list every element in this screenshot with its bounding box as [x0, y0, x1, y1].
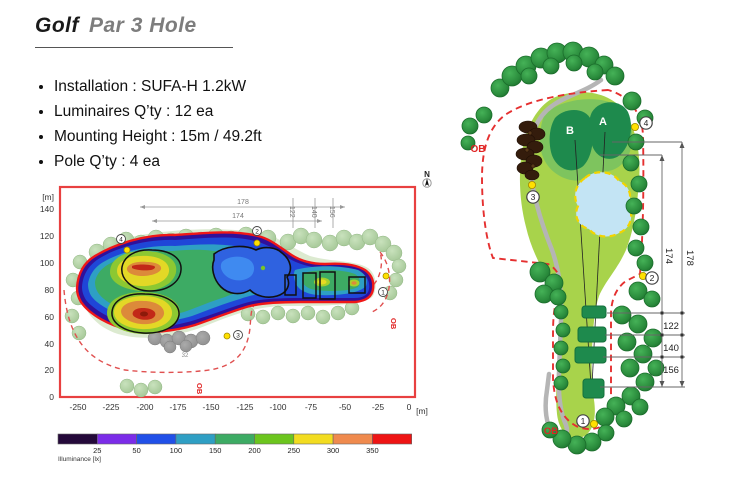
- ob-line-chart: [63, 251, 383, 374]
- water-hazard: [574, 171, 633, 238]
- spec-mounting-height: Mounting Height : 15m / 49.2ft: [54, 124, 262, 149]
- x-tick: -150: [202, 402, 219, 412]
- course-dim-122: 122: [663, 321, 679, 332]
- y-tick: 40: [45, 339, 55, 349]
- course-diagram: B A: [460, 41, 695, 455]
- ob-label-course-bottom: OB: [544, 426, 558, 437]
- x-tick: -250: [69, 402, 86, 412]
- dim-156: 156: [328, 206, 335, 218]
- x-tick: -25: [372, 402, 385, 412]
- tree-cluster-gray: [147, 330, 211, 354]
- chart-marker-4: 4: [119, 237, 123, 244]
- spec-list: Installation : SUFA-H 1.2kW Luminaires Q…: [38, 74, 262, 174]
- course-dim-174: 174: [663, 248, 674, 264]
- title-word-golf: Golf: [35, 14, 79, 37]
- spec-pole-qty: Pole Q’ty : 4 ea: [54, 149, 262, 174]
- svg-text:200: 200: [248, 446, 261, 455]
- ob-line-course: [481, 89, 645, 430]
- ob-line-chart-right: [371, 251, 391, 313]
- ob-label-chart-right: OB: [389, 318, 398, 330]
- green-a: [589, 102, 632, 159]
- course-marker-4: 4: [644, 118, 649, 128]
- chart-dimensions: 178 174 122 140 156: [140, 198, 345, 228]
- course-dim-140: 140: [663, 343, 679, 354]
- green-outline-lower: [111, 293, 180, 334]
- course-dimensions: 174 178 122 140 156: [600, 141, 695, 388]
- chart-marker-1: 1: [381, 290, 385, 297]
- tee-outlines: [284, 271, 366, 300]
- dim-178: 178: [237, 199, 249, 206]
- course-dim-178: 178: [684, 250, 695, 266]
- y-tick: 120: [40, 231, 54, 241]
- dim-140: 140: [310, 206, 317, 218]
- legend-values: 25 50 100 150 200 250 300 350: [93, 446, 379, 455]
- svg-text:25: 25: [93, 446, 101, 455]
- x-tick: -175: [169, 402, 186, 412]
- svg-text:150: 150: [209, 446, 222, 455]
- legend-title: Illuminance [lx]: [58, 456, 101, 463]
- chart-pole-markers: 4 2 3 1: [116, 226, 390, 340]
- ob-label-chart-bottom: OB: [195, 383, 204, 395]
- title-block: Golf Par 3 Hole: [35, 14, 315, 48]
- spec-luminaires: Luminaires Q’ty : 12 ea: [54, 99, 262, 124]
- water-outline: [211, 245, 292, 298]
- tree-count-label: 32: [182, 353, 189, 359]
- title-word-par3hole: Par 3 Hole: [89, 14, 197, 37]
- course-trees: [460, 41, 665, 455]
- green-b-label: B: [566, 125, 574, 137]
- course-marker-3: 3: [531, 192, 536, 202]
- legend-bar: [57, 433, 412, 445]
- illuminance-chart: N [m] 140 120 100 80 60 40 20 0 -250 -22…: [40, 170, 432, 463]
- y-tick: 20: [45, 365, 55, 375]
- y-unit: [m]: [42, 192, 54, 202]
- course-marker-1: 1: [581, 416, 586, 426]
- north-arrow-icon: N: [422, 170, 432, 188]
- y-tick: 60: [45, 312, 55, 322]
- legend: 25 50 100 150 200 250 300 350 Illuminanc…: [57, 433, 412, 463]
- x-tick: -125: [236, 402, 253, 412]
- chart-marker-2: 2: [255, 229, 259, 236]
- y-tick: 140: [40, 204, 54, 214]
- dim-174: 174: [232, 213, 244, 220]
- tee-boxes: [574, 305, 607, 399]
- course-pole-markers: 4 2 3 1: [526, 116, 659, 428]
- y-tick: 80: [45, 285, 55, 295]
- svg-text:100: 100: [170, 446, 183, 455]
- x-tick: -50: [339, 402, 352, 412]
- course-marker-2: 2: [650, 273, 655, 283]
- page-title: Golf Par 3 Hole: [35, 14, 315, 38]
- y-tick: 0: [49, 392, 54, 402]
- x-axis: -250 -225 -200 -175 -150 -125 -100 -75 -…: [69, 402, 427, 416]
- x-tick: -200: [136, 402, 153, 412]
- chart-marker-3: 3: [236, 333, 240, 340]
- svg-text:300: 300: [327, 446, 340, 455]
- x-tick: -225: [102, 402, 119, 412]
- x-tick: 0: [407, 402, 412, 412]
- spec-installation: Installation : SUFA-H 1.2kW: [54, 74, 262, 99]
- svg-text:50: 50: [132, 446, 140, 455]
- x-unit: [m]: [416, 406, 428, 416]
- x-tick: -75: [305, 402, 318, 412]
- bush-cluster-brown: [515, 120, 546, 181]
- course-dim-156: 156: [663, 365, 679, 376]
- y-tick: 100: [40, 258, 54, 268]
- y-axis: [m] 140 120 100 80 60 40 20 0: [40, 192, 54, 402]
- svg-text:250: 250: [288, 446, 301, 455]
- green-b: [549, 109, 593, 171]
- ob-label-course-left: OB: [471, 144, 486, 155]
- title-underline: [35, 47, 233, 48]
- svg-text:350: 350: [366, 446, 379, 455]
- dim-122: 122: [288, 206, 295, 218]
- heatmap-blob: [75, 231, 375, 335]
- x-tick: -100: [269, 402, 286, 412]
- green-outline-upper: [121, 249, 182, 292]
- north-label: N: [424, 170, 430, 179]
- green-a-label: A: [599, 116, 607, 128]
